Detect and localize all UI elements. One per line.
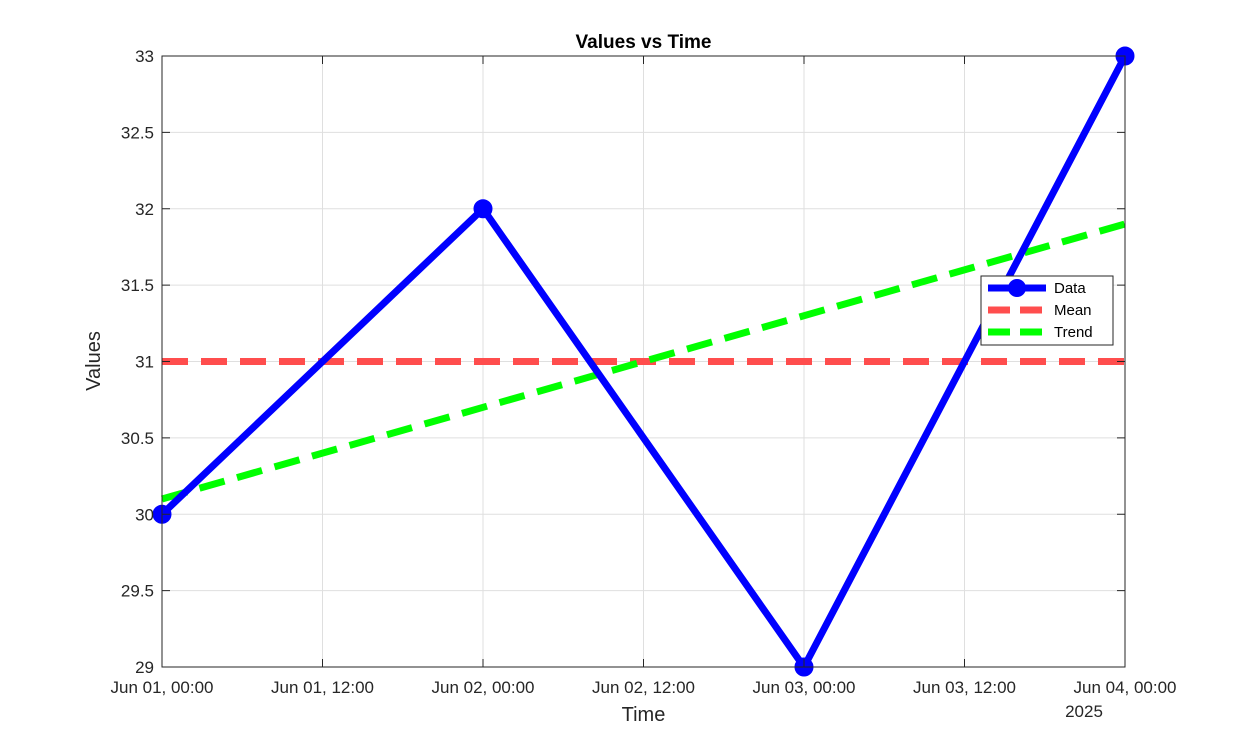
series-trend-line <box>161 220 1126 503</box>
tick-labels: Jun 01, 00:00 Jun 01, 12:00 Jun 02, 00:00 J… <box>110 47 1176 697</box>
chart-title: Values vs Time <box>576 32 712 53</box>
x-tick-label: Jun 03, 12:00 <box>913 678 1016 697</box>
legend-data-label: Data <box>1054 280 1086 297</box>
series-data-point <box>473 199 493 219</box>
y-tick-label: 31 <box>135 353 154 372</box>
y-tick-label: 31.5 <box>121 276 154 295</box>
x-axis-secondary-label: 2025 <box>1065 702 1103 721</box>
y-axis-label: Values <box>83 331 105 391</box>
y-tick-label: 30.5 <box>121 429 154 448</box>
y-tick-label: 29 <box>135 658 154 677</box>
series-data-line <box>159 54 1129 671</box>
legend-data-marker <box>1008 279 1026 297</box>
x-tick-label: Jun 03, 00:00 <box>752 678 855 697</box>
y-tick-label: 33 <box>135 47 154 66</box>
ticks <box>161 55 1126 668</box>
y-tick-label: 29.5 <box>121 582 154 601</box>
x-tick-label: Jun 02, 00:00 <box>431 678 534 697</box>
legend-trend-label: Trend <box>1054 324 1093 341</box>
y-tick-label: 32 <box>135 200 154 219</box>
legend-entries: Data Mean Trend <box>988 279 1093 341</box>
x-tick-label: Jun 01, 00:00 <box>110 678 213 697</box>
series-layer <box>152 46 1135 677</box>
y-tick-label: 30 <box>135 505 154 524</box>
legend: Data Mean Trend <box>980 275 1114 346</box>
x-tick-label: Jun 04, 00:00 <box>1073 678 1176 697</box>
x-tick-label: Jun 01, 12:00 <box>271 678 374 697</box>
legend-mean-label: Mean <box>1054 302 1092 319</box>
y-tick-label: 32.5 <box>121 123 154 142</box>
x-tick-label: Jun 02, 12:00 <box>592 678 695 697</box>
x-axis-label: Time <box>622 704 666 726</box>
